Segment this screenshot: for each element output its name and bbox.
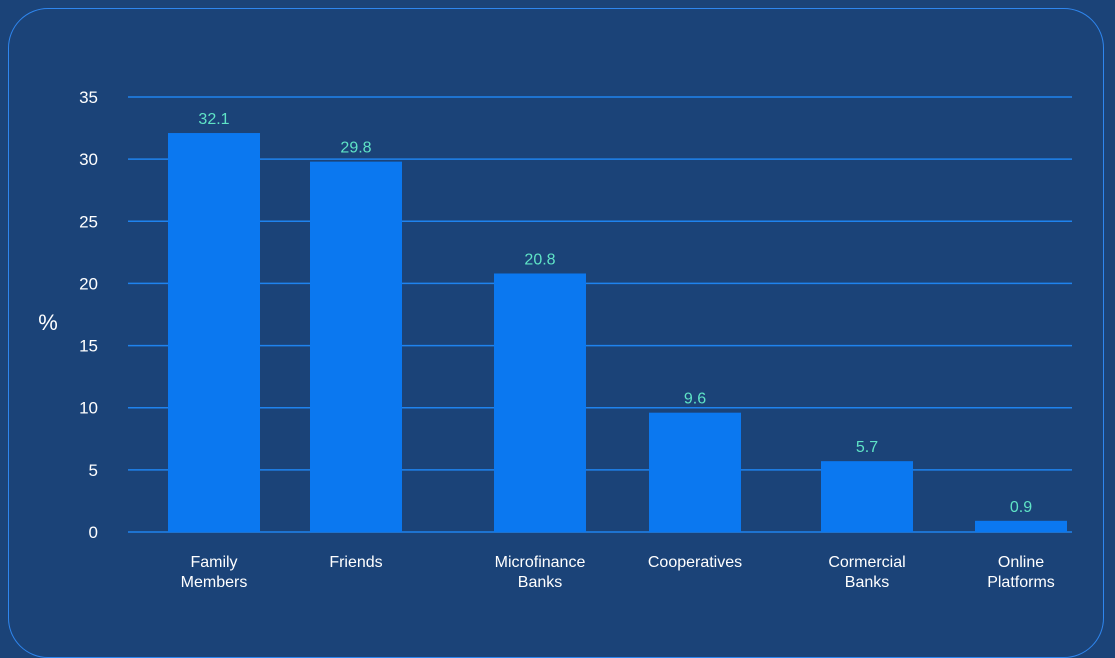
bar bbox=[975, 520, 1067, 532]
bar bbox=[821, 461, 913, 532]
value-label: 0.9 bbox=[1010, 499, 1032, 516]
bar bbox=[168, 133, 260, 533]
x-axis-labels: Family Members Friends Microfinance Banks Coo… bbox=[181, 554, 1055, 591]
bar bbox=[310, 161, 402, 532]
x-tick-label: Online Platforms bbox=[987, 554, 1055, 591]
y-axis-ticks: 0 5 10 15 20 25 30 35 bbox=[79, 88, 98, 542]
x-tick-label: Cormercial Banks bbox=[828, 554, 905, 591]
x-tick-label: Microfinance Banks bbox=[495, 554, 586, 591]
y-tick-label: 30 bbox=[79, 150, 98, 169]
value-labels: 32.1 29.8 20.8 9.6 5.7 0.9 bbox=[198, 111, 1032, 516]
y-tick-label: 20 bbox=[79, 274, 98, 293]
y-tick-label: 35 bbox=[79, 88, 98, 107]
x-tick-label: Family Members bbox=[181, 554, 248, 591]
y-tick-label: 10 bbox=[79, 399, 98, 418]
value-label: 9.6 bbox=[684, 391, 706, 408]
y-tick-label: 0 bbox=[89, 523, 98, 542]
y-tick-label: 5 bbox=[89, 461, 98, 480]
value-label: 20.8 bbox=[524, 251, 555, 268]
y-axis-label: % bbox=[38, 310, 58, 335]
gridlines bbox=[128, 96, 1072, 533]
x-tick-label: Cooperatives bbox=[648, 554, 742, 571]
value-label: 29.8 bbox=[340, 140, 371, 157]
x-tick-label: Friends bbox=[329, 554, 382, 571]
bars bbox=[168, 133, 1067, 533]
value-label: 32.1 bbox=[198, 111, 229, 128]
value-label: 5.7 bbox=[856, 439, 878, 456]
y-tick-label: 15 bbox=[79, 337, 98, 356]
y-tick-label: 25 bbox=[79, 212, 98, 231]
bar bbox=[649, 412, 741, 532]
bar bbox=[494, 273, 586, 532]
